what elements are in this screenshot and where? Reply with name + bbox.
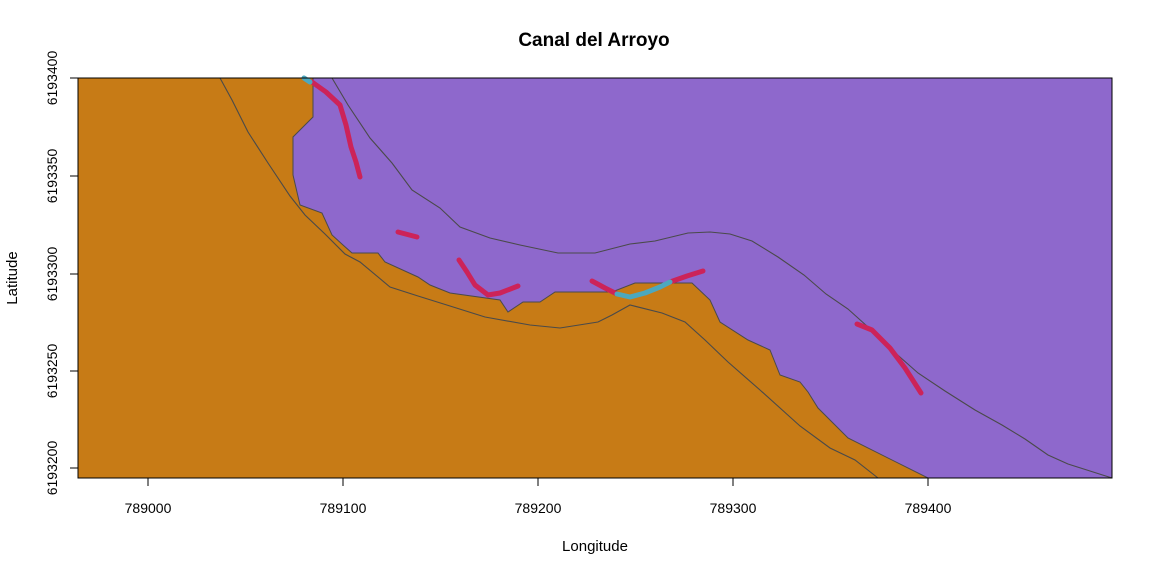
- contour-line: [219, 77, 879, 479]
- x-axis: 789000 789100 789200 789300 789400 Longi…: [125, 477, 952, 555]
- x-tick-label: 789400: [905, 500, 952, 516]
- x-tick-label: 789300: [710, 500, 757, 516]
- y-axis-label: Latitude: [4, 251, 21, 304]
- contour-line: [331, 77, 1113, 479]
- contour-lines: [219, 77, 1113, 479]
- red-segment: [395, 229, 420, 240]
- red-segment: [309, 79, 363, 180]
- y-tick-label: 6193350: [44, 149, 60, 204]
- red-segment: [456, 257, 521, 298]
- cyan-segment: [614, 279, 673, 300]
- x-tick-label: 789200: [515, 500, 562, 516]
- y-tick-label: 6193200: [44, 441, 60, 496]
- water-polygon: [292, 77, 1113, 479]
- y-tick-label: 6193300: [44, 247, 60, 302]
- red-segment: [667, 268, 706, 285]
- red-segments: [309, 79, 924, 396]
- map-title: Canal del Arroyo: [518, 30, 669, 51]
- y-tick-label: 6193250: [44, 344, 60, 399]
- y-axis: 6193200 6193250 6193300 6193350 6193400 …: [4, 51, 79, 496]
- x-axis-label: Longitude: [562, 538, 628, 555]
- x-tick-label: 789000: [125, 500, 172, 516]
- red-segment: [589, 278, 620, 297]
- cyan-segment: [301, 75, 313, 85]
- y-tick-label: 6193400: [44, 51, 60, 106]
- cyan-segments: [301, 75, 673, 300]
- plot-area: [77, 75, 1113, 479]
- red-segment: [854, 321, 924, 396]
- x-tick-label: 789100: [320, 500, 367, 516]
